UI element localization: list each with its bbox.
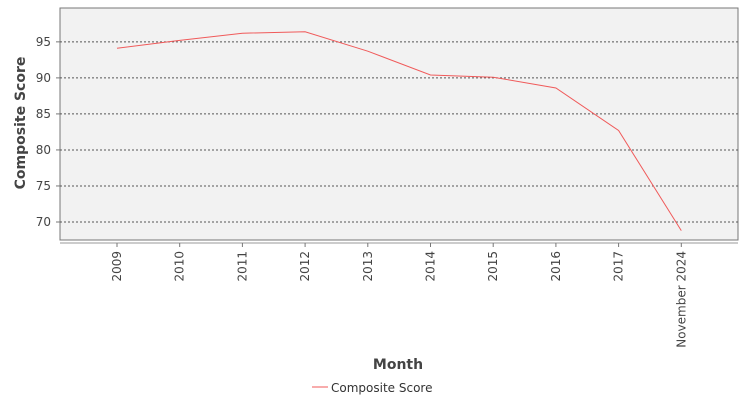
x-tick-label: 2015 <box>486 251 500 282</box>
y-tick-label: 95 <box>36 35 51 49</box>
y-tick-label: 90 <box>36 71 51 85</box>
gridlines <box>60 41 738 223</box>
x-tick-label: November 2024 <box>674 251 688 348</box>
series-lines <box>116 31 682 231</box>
y-tick-label: 80 <box>36 143 51 157</box>
y-axis-title: Composite Score <box>13 57 29 190</box>
x-tick-label: 2012 <box>298 251 312 282</box>
x-tick-label: 2017 <box>612 251 626 282</box>
plot-area <box>59 7 739 241</box>
x-tick-label: 2010 <box>173 251 187 282</box>
legend: Composite Score <box>312 381 432 395</box>
y-axis: 70 75 80 85 90 95 <box>36 35 60 229</box>
y-tick-label: 85 <box>36 107 51 121</box>
x-tick-label: 2009 <box>110 251 124 282</box>
x-tick-label: 2016 <box>549 251 563 282</box>
x-tick-label: 2014 <box>424 251 438 282</box>
x-tick-label: 2011 <box>235 251 249 282</box>
legend-item: Composite Score <box>312 381 432 395</box>
y-tick-label: 70 <box>36 215 51 229</box>
x-axis-title: Month <box>373 357 423 373</box>
series-line <box>116 31 682 231</box>
x-axis: 2009 2010 2011 2012 2013 2014 2015 2016 2017 Nove… <box>110 243 688 348</box>
legend-label: Composite Score <box>331 381 432 395</box>
x-tick-label: 2013 <box>361 251 375 282</box>
y-tick-label: 75 <box>36 179 51 193</box>
